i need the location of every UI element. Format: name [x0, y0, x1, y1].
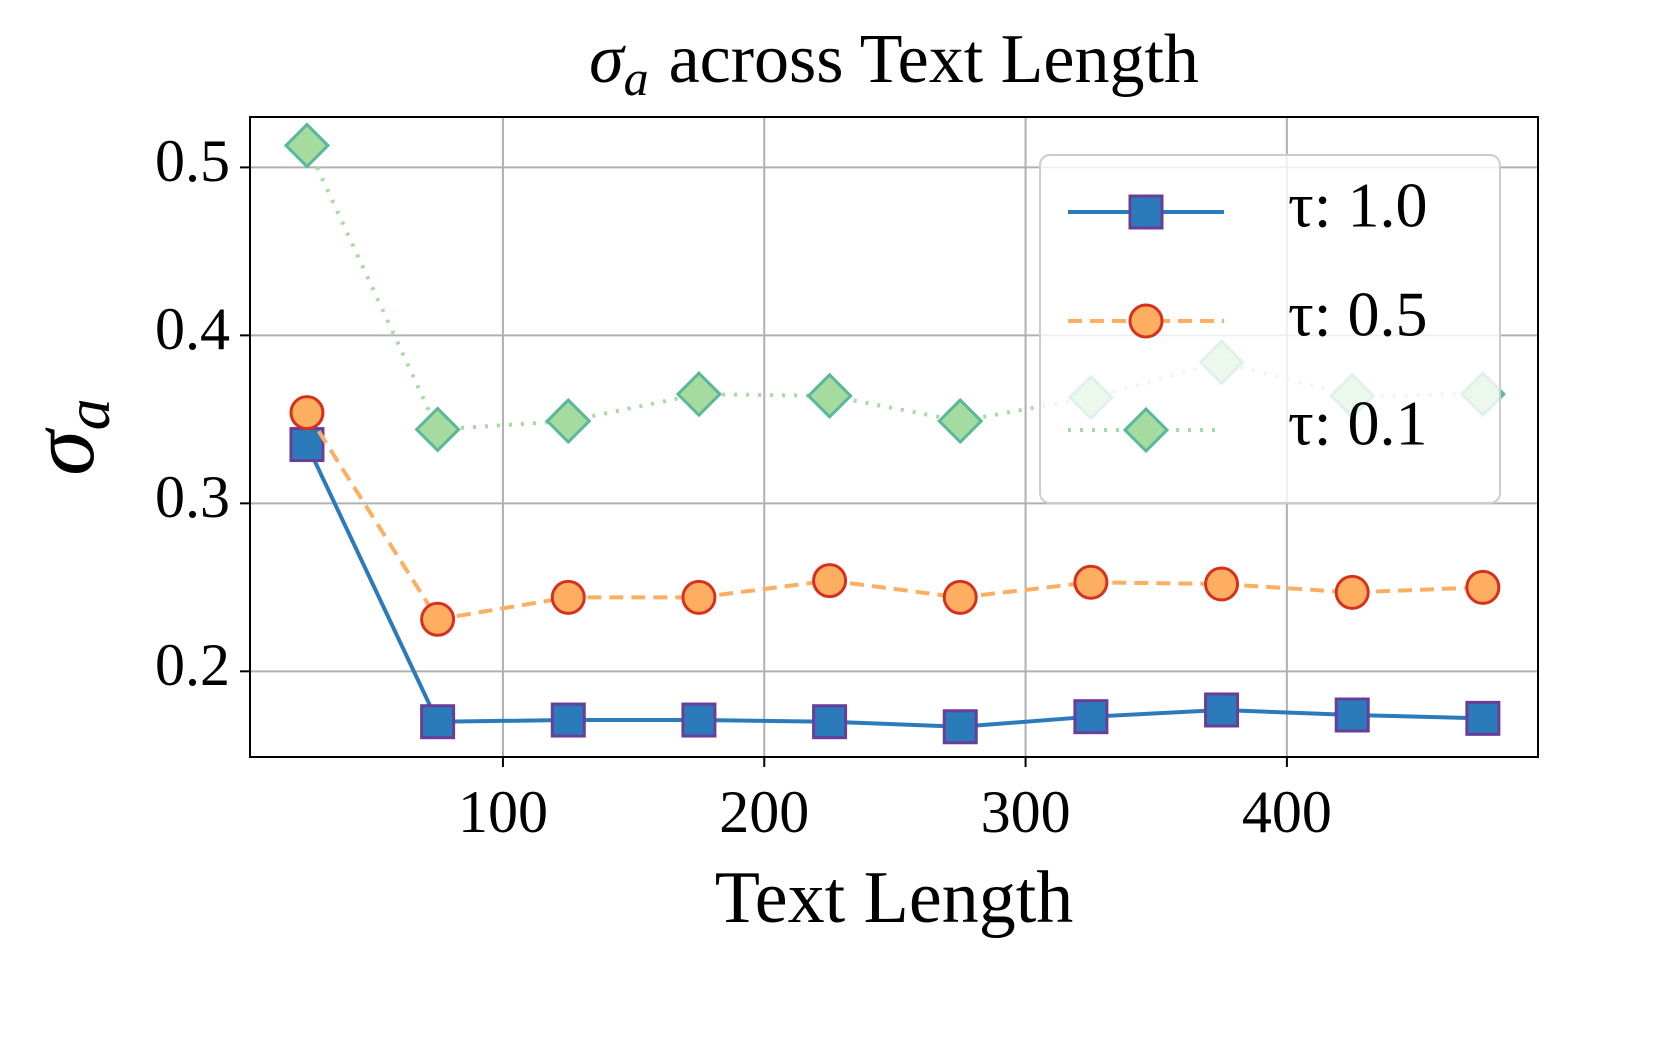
marker [550, 702, 586, 738]
marker [806, 372, 853, 419]
marker [289, 427, 325, 463]
marker [812, 563, 848, 599]
title-symbol: σ [589, 21, 626, 98]
y-axis-label: σa [11, 398, 123, 475]
title-text: across Text Length [669, 21, 1199, 98]
marker [289, 395, 325, 431]
marker [942, 709, 978, 745]
x-tick-label: 100 [458, 779, 548, 845]
marker [1073, 699, 1109, 735]
marker [1465, 700, 1501, 736]
x-tick-label: 400 [1242, 779, 1332, 845]
y-label-subscript: a [52, 398, 123, 430]
marker [675, 371, 723, 418]
legend-label: τ: 0.1 [1288, 388, 1428, 459]
marker [1128, 194, 1164, 230]
marker [1204, 692, 1240, 728]
legend-label: τ: 0.5 [1288, 279, 1428, 350]
y-label-symbol: σ [11, 427, 113, 476]
marker [1128, 303, 1164, 339]
legend-box [1039, 154, 1501, 504]
marker [1122, 406, 1170, 454]
marker [937, 397, 984, 445]
y-tick-label: 0.4 [155, 296, 230, 362]
marker [420, 601, 456, 637]
marker [283, 122, 331, 169]
x-tick-label: 300 [981, 779, 1071, 845]
marker [1465, 569, 1501, 605]
marker [1334, 574, 1370, 610]
series-line [305, 443, 1483, 729]
marker [681, 702, 717, 738]
marker [1334, 697, 1370, 733]
marker [550, 579, 586, 615]
marker [812, 704, 848, 740]
marker [420, 704, 456, 740]
legend: τ: 1.0 τ: 0.5 τ: 0.1 [1039, 154, 1501, 504]
y-tick-label: 0.3 [155, 464, 230, 530]
marker [942, 579, 978, 615]
chart-title: σa across Text Length [589, 21, 1199, 106]
marker [545, 397, 592, 445]
marker [681, 579, 717, 615]
x-axis-label: Text Length [715, 857, 1074, 939]
x-tick-label: 200 [719, 779, 809, 845]
legend-label: τ: 1.0 [1288, 170, 1428, 241]
y-tick-label: 0.2 [155, 632, 230, 698]
series-line [305, 411, 1483, 622]
marker [1073, 564, 1109, 600]
plot-frame [249, 116, 1539, 758]
marker [414, 406, 461, 453]
marker [1204, 566, 1240, 602]
y-tick-label: 0.5 [155, 128, 230, 194]
title-subscript: a [624, 50, 649, 106]
